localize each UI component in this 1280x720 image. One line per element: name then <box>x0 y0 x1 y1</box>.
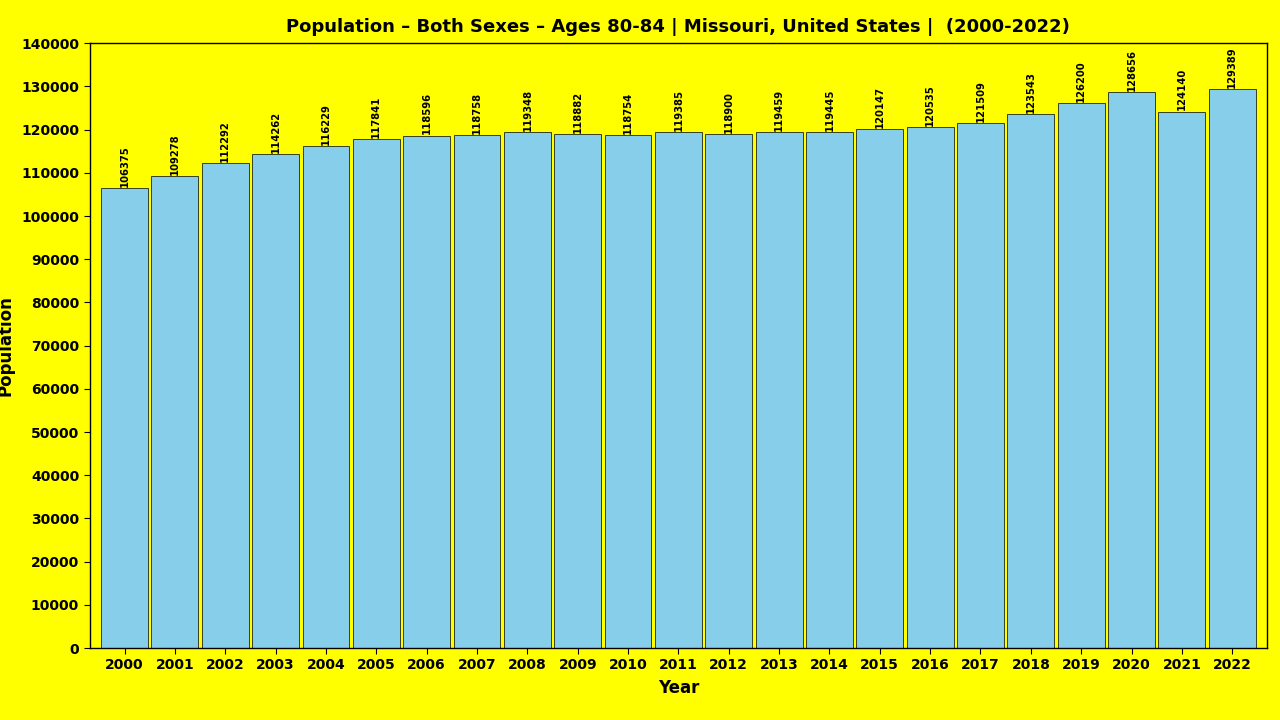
Bar <box>353 139 399 648</box>
Text: 120147: 120147 <box>874 86 884 127</box>
Bar <box>1208 89 1256 648</box>
Text: 126200: 126200 <box>1076 60 1087 102</box>
Bar <box>906 127 954 648</box>
Bar <box>806 132 852 648</box>
Text: 118758: 118758 <box>472 91 483 134</box>
Text: 119348: 119348 <box>522 89 532 131</box>
Bar <box>1007 114 1055 648</box>
Bar <box>302 146 349 648</box>
Text: 128656: 128656 <box>1126 49 1137 91</box>
Bar <box>957 123 1004 648</box>
Bar <box>705 135 753 648</box>
Bar <box>554 135 602 648</box>
Text: 119459: 119459 <box>774 89 785 130</box>
Text: 117841: 117841 <box>371 95 381 138</box>
X-axis label: Year: Year <box>658 680 699 698</box>
Bar <box>101 189 148 648</box>
Text: 118754: 118754 <box>623 91 634 134</box>
Y-axis label: Population: Population <box>0 295 14 396</box>
Text: 119385: 119385 <box>673 89 684 131</box>
Text: 120535: 120535 <box>925 84 936 126</box>
Bar <box>1158 112 1206 648</box>
Text: 123543: 123543 <box>1025 71 1036 113</box>
Text: 118882: 118882 <box>572 91 582 133</box>
Text: 129389: 129389 <box>1228 46 1238 88</box>
Text: 124140: 124140 <box>1176 68 1187 110</box>
Text: 119445: 119445 <box>824 89 835 131</box>
Bar <box>453 135 500 648</box>
Text: 112292: 112292 <box>220 120 230 161</box>
Bar <box>1057 103 1105 648</box>
Bar <box>504 132 550 648</box>
Text: 114262: 114262 <box>270 111 280 153</box>
Text: 116229: 116229 <box>321 103 332 145</box>
Bar <box>755 132 803 648</box>
Bar <box>403 135 451 648</box>
Bar <box>151 176 198 648</box>
Text: 106375: 106375 <box>119 145 129 187</box>
Bar <box>1108 92 1155 648</box>
Bar <box>252 154 300 648</box>
Bar <box>856 129 904 648</box>
Bar <box>655 132 701 648</box>
Text: 118596: 118596 <box>421 92 431 135</box>
Text: 118900: 118900 <box>723 91 733 133</box>
Text: 121509: 121509 <box>975 80 986 122</box>
Title: Population – Both Sexes – Ages 80-84 | Missouri, United States |  (2000-2022): Population – Both Sexes – Ages 80-84 | M… <box>287 18 1070 36</box>
Text: 109278: 109278 <box>170 133 180 175</box>
Bar <box>202 163 248 648</box>
Bar <box>604 135 652 648</box>
